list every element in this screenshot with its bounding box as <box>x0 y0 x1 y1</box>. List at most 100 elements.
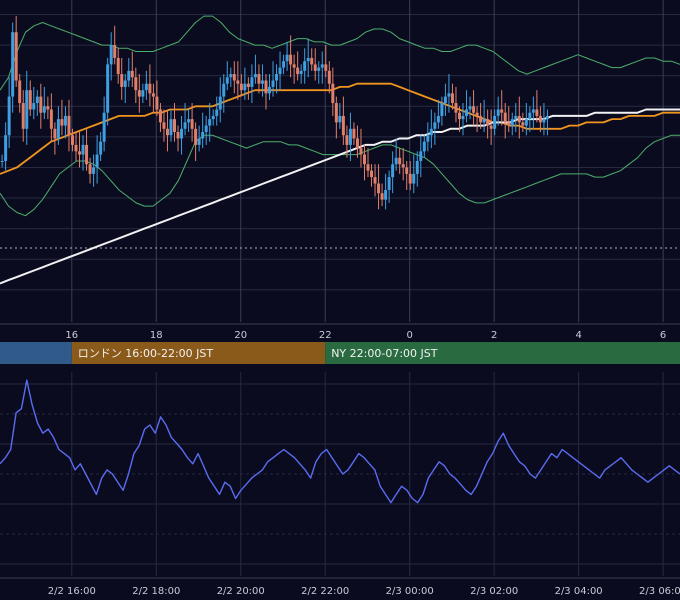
candle <box>92 154 96 187</box>
candle-body <box>42 106 46 113</box>
candle <box>370 164 374 187</box>
candle-body <box>475 112 479 116</box>
price-x-tick-label: 22 <box>319 330 332 341</box>
price-x-tick-label: 2 <box>491 330 497 341</box>
candle <box>127 57 131 87</box>
candle-body <box>218 96 222 110</box>
candle <box>429 109 433 149</box>
candle <box>211 109 215 126</box>
candle-body <box>510 119 514 126</box>
session-bar: ロンドン 16:00-22:00 JST NY 22:00-07:00 JST <box>0 342 680 364</box>
candle <box>479 103 483 129</box>
candle <box>465 90 469 123</box>
candle <box>514 103 518 133</box>
session-label: ロンドン 16:00-22:00 JST <box>78 347 214 360</box>
candle-body <box>88 164 92 174</box>
oscillator-x-tick-label: 2/2 20:00 <box>217 586 265 597</box>
candle-body <box>538 115 542 123</box>
candle <box>419 135 423 178</box>
ma-long-line <box>0 108 680 285</box>
candle-body <box>355 138 359 149</box>
candle <box>155 80 159 116</box>
candle-body <box>535 109 539 116</box>
candle <box>253 54 257 84</box>
candle-body <box>377 183 381 194</box>
candle-body <box>46 106 50 110</box>
candle-body <box>260 80 264 84</box>
oscillator-line <box>0 379 680 504</box>
candle <box>218 77 222 123</box>
candle-body <box>517 115 521 123</box>
oscillator-x-tick-label: 2/2 22:00 <box>301 586 349 597</box>
candle <box>355 125 359 158</box>
candle <box>457 106 461 133</box>
candle-body <box>95 154 99 168</box>
candle <box>440 96 444 126</box>
candle-body <box>225 77 229 84</box>
candle-body <box>486 119 490 126</box>
candle-body <box>433 122 437 129</box>
candle <box>32 86 36 120</box>
candle-body <box>222 83 226 97</box>
candle-body <box>278 67 282 75</box>
candle-body <box>148 83 152 94</box>
candle <box>236 61 240 100</box>
candle <box>201 112 205 149</box>
oscillator-x-tick-label: 2/2 18:00 <box>132 586 180 597</box>
candle <box>324 45 328 78</box>
candle <box>106 57 110 126</box>
candle <box>303 48 307 84</box>
candle-body <box>197 138 201 145</box>
candle-body <box>201 132 205 139</box>
oscillator-x-tick-label: 2/2 16:00 <box>48 586 96 597</box>
oscillator-x-tick-label: 2/3 00:00 <box>386 586 434 597</box>
candle <box>531 96 535 129</box>
candle <box>489 109 493 145</box>
candle-body <box>384 189 388 200</box>
candle <box>454 86 458 123</box>
candle <box>338 103 342 129</box>
candle-body <box>162 122 166 129</box>
candle <box>165 109 169 152</box>
session-block <box>71 342 326 364</box>
oscillator-panel[interactable] <box>0 372 680 576</box>
candle <box>528 106 532 133</box>
candle <box>380 183 384 207</box>
candle <box>158 103 162 133</box>
candle-body <box>412 173 416 184</box>
candle-body <box>289 54 293 65</box>
candle <box>394 138 398 171</box>
oscillator-x-tick-label: 2/3 04:00 <box>555 586 603 597</box>
candle <box>345 125 349 158</box>
candle-body <box>521 122 525 126</box>
price-x-tick-label: 6 <box>660 330 666 341</box>
candle <box>28 80 32 116</box>
candle <box>306 38 310 78</box>
candle-body <box>11 32 15 97</box>
candle-body <box>158 109 162 123</box>
candle-body <box>373 177 377 184</box>
candle <box>14 16 18 87</box>
candle <box>264 74 268 110</box>
candle <box>116 48 120 84</box>
candle <box>408 161 412 190</box>
candle <box>246 77 250 100</box>
candle-body <box>215 109 219 116</box>
candle-body <box>78 151 82 155</box>
candle-body <box>183 122 187 129</box>
candle <box>187 109 191 133</box>
candle <box>362 144 366 181</box>
candle <box>18 74 22 113</box>
price-x-tick-label: 4 <box>575 330 581 341</box>
candle-body <box>429 128 433 136</box>
candle-body <box>443 96 447 104</box>
candle <box>278 51 282 91</box>
candle <box>450 83 454 110</box>
candle-body <box>229 74 233 78</box>
candle <box>496 96 500 126</box>
candle <box>517 96 521 139</box>
candle <box>443 83 447 116</box>
candle-body <box>454 103 458 113</box>
price-panel[interactable] <box>0 0 680 322</box>
candle-body <box>531 109 535 113</box>
